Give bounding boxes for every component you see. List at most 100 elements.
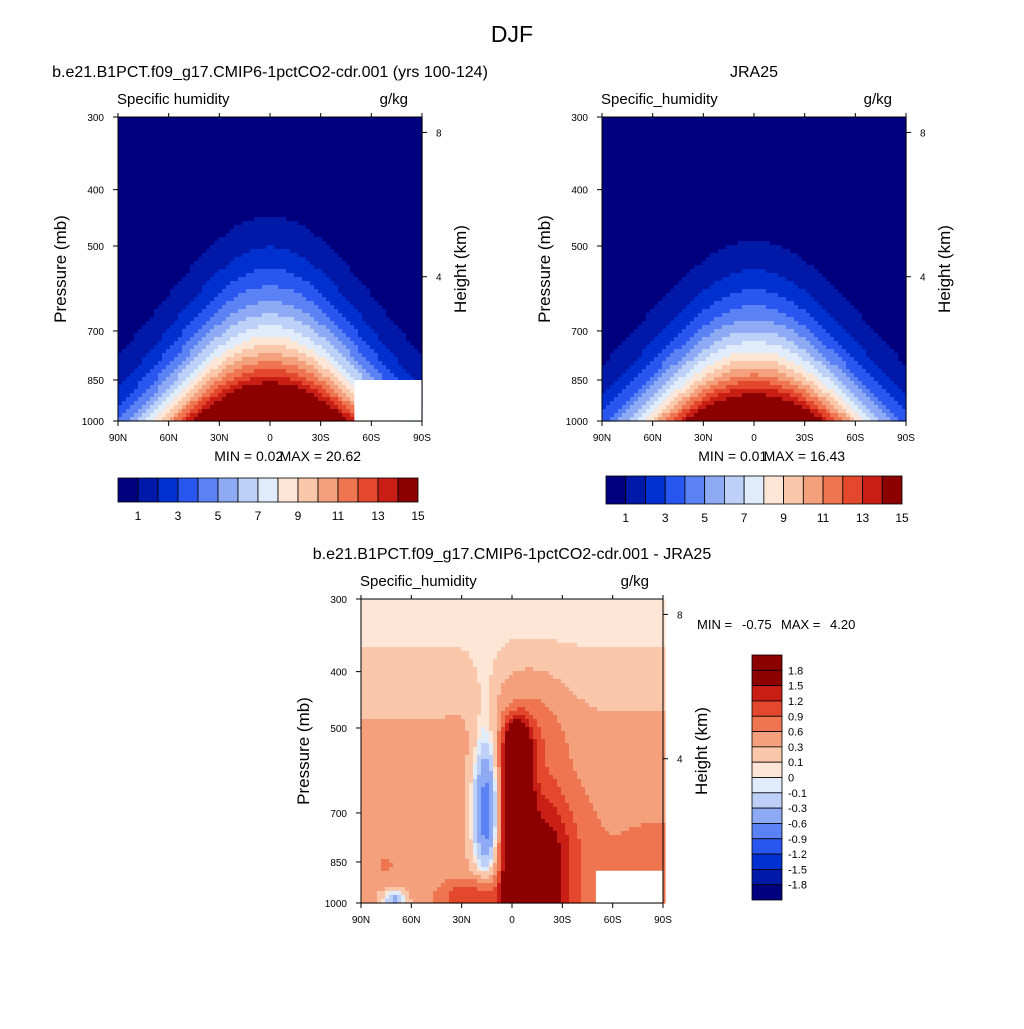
field-cell (194, 269, 199, 274)
field-cell (294, 289, 299, 294)
field-cell (322, 205, 327, 210)
field-cell (218, 297, 223, 302)
field-cell (418, 197, 423, 202)
field-cell (134, 337, 139, 342)
field-cell (202, 125, 207, 130)
field-cell (334, 301, 339, 306)
field-cell (138, 281, 143, 286)
field-cell (262, 197, 267, 202)
field-cell (286, 285, 291, 290)
field-cell (350, 225, 355, 230)
field-cell (366, 361, 371, 366)
field-cell (374, 313, 379, 318)
field-cell (254, 245, 259, 250)
field-cell (358, 181, 363, 186)
field-cell (274, 377, 279, 382)
field-cell (266, 317, 271, 322)
field-cell (310, 117, 315, 122)
field-cell (334, 317, 339, 322)
field-cell (230, 221, 235, 226)
field-cell (386, 357, 391, 362)
field-cell (410, 177, 415, 182)
field-cell (210, 241, 215, 246)
field-cell (218, 197, 223, 202)
field-cell (266, 229, 271, 234)
field-cell (170, 209, 175, 214)
field-cell (286, 177, 291, 182)
field-cell (370, 309, 375, 314)
field-cell (318, 297, 323, 302)
field-cell (210, 337, 215, 342)
field-cell (314, 369, 319, 374)
field-cell (174, 149, 179, 154)
field-cell (274, 193, 279, 198)
field-cell (198, 349, 203, 354)
field-cell (234, 181, 239, 186)
field-cell (254, 237, 259, 242)
field-cell (186, 205, 191, 210)
field-cell (126, 269, 131, 274)
field-cell (390, 277, 395, 282)
field-cell (298, 253, 303, 258)
field-cell (370, 305, 375, 310)
field-cell (230, 333, 235, 338)
field-cell (206, 297, 211, 302)
field-cell (202, 145, 207, 150)
field-cell (202, 281, 207, 286)
field-cell (186, 253, 191, 258)
field-cell (278, 217, 283, 222)
field-cell (418, 305, 423, 310)
field-cell (214, 277, 219, 282)
field-cell (262, 341, 267, 346)
field-cell (174, 153, 179, 158)
field-cell (290, 369, 295, 374)
field-cell (386, 273, 391, 278)
field-cell (186, 273, 191, 278)
field-cell (246, 189, 251, 194)
field-cell (398, 229, 403, 234)
field-cell (190, 165, 195, 170)
field-cell (390, 213, 395, 218)
field-cell (162, 357, 167, 362)
field-cell (278, 121, 283, 126)
field-cell (178, 309, 183, 314)
field-cell (150, 173, 155, 178)
field-cell (390, 273, 395, 278)
field-cell (318, 317, 323, 322)
field-cell (118, 189, 123, 194)
field-cell (374, 281, 379, 286)
field-cell (406, 305, 411, 310)
field-cell (166, 189, 171, 194)
field-cell (222, 169, 227, 174)
field-cell (198, 329, 203, 334)
field-cell (270, 329, 275, 334)
field-cell (130, 193, 135, 198)
field-cell (290, 233, 295, 238)
field-cell (386, 205, 391, 210)
field-cell (386, 201, 391, 206)
field-cell (250, 301, 255, 306)
field-cell (150, 309, 155, 314)
field-cell (406, 185, 411, 190)
field-cell (326, 225, 331, 230)
field-cell (162, 261, 167, 266)
field-cell (218, 305, 223, 310)
field-cell (202, 201, 207, 206)
field-cell (274, 277, 279, 282)
field-cell (206, 117, 211, 122)
field-cell (190, 117, 195, 122)
field-cell (194, 261, 199, 266)
field-cell (122, 233, 127, 238)
field-cell (254, 373, 259, 378)
field-cell (330, 153, 335, 158)
field-cell (158, 349, 163, 354)
field-cell (222, 137, 227, 142)
field-cell (286, 293, 291, 298)
field-cell (390, 345, 395, 350)
field-cell (122, 261, 127, 266)
field-cell (258, 373, 263, 378)
field-cell (350, 185, 355, 190)
field-cell (258, 341, 263, 346)
field-cell (242, 169, 247, 174)
field-cell (206, 149, 211, 154)
